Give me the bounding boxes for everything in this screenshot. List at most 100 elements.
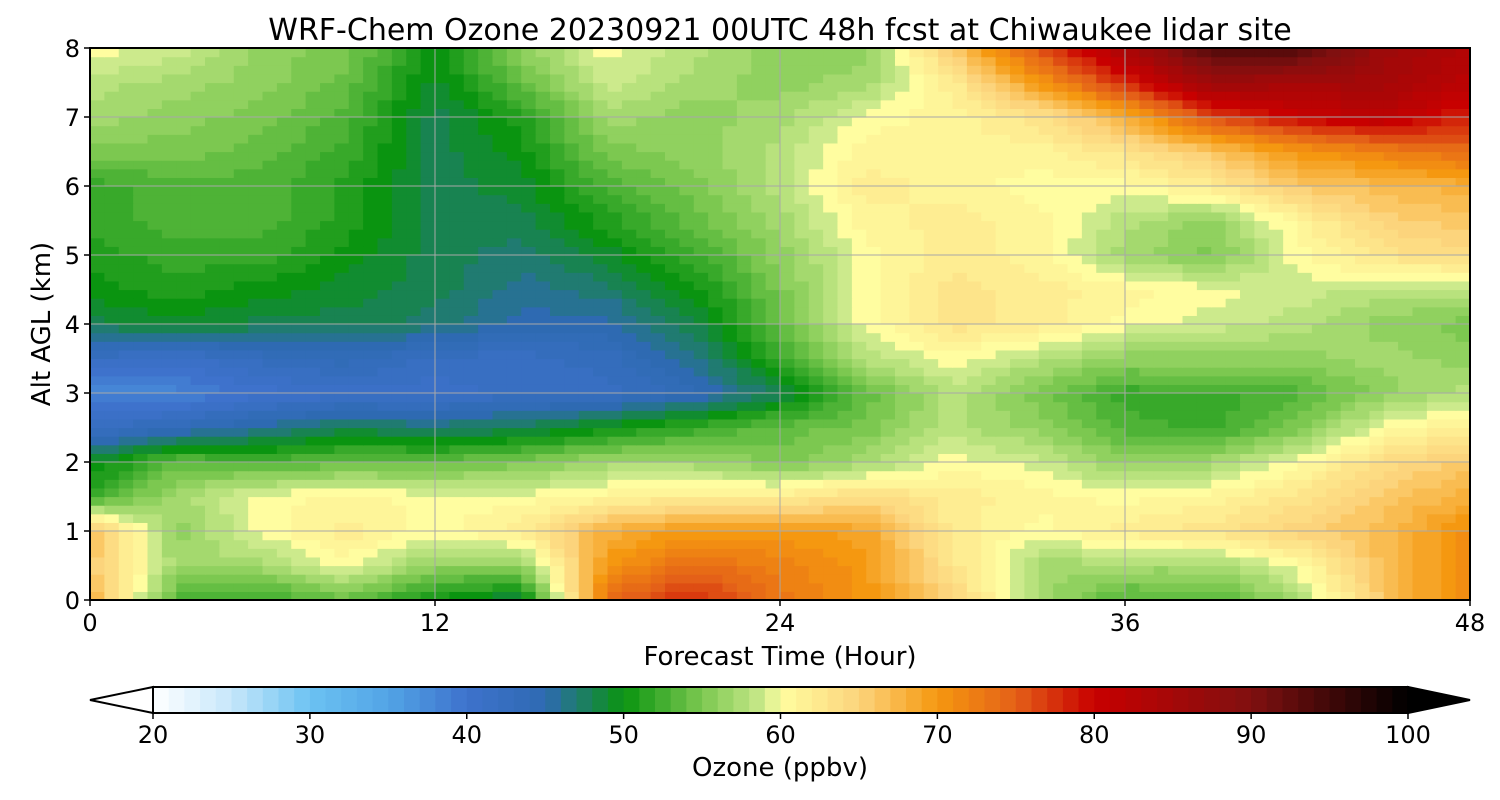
heatmap-cell [449, 280, 465, 291]
heatmap-cell [923, 237, 939, 247]
heatmap-cell [880, 168, 896, 178]
heatmap-cell [1125, 436, 1140, 446]
heatmap-cell [435, 393, 450, 403]
heatmap-cell [693, 505, 709, 515]
heatmap-cell [492, 531, 508, 541]
heatmap-cell [665, 324, 680, 334]
heatmap-cell [420, 255, 436, 265]
heatmap-cell [693, 591, 709, 601]
heatmap-cell [118, 393, 134, 403]
heatmap-cell [205, 194, 220, 204]
heatmap-cell [276, 255, 292, 265]
heatmap-cell [492, 462, 508, 472]
heatmap-cell [837, 194, 853, 204]
heatmap-cell [1110, 522, 1126, 532]
heatmap-cell [1182, 427, 1198, 437]
heatmap-cell [1081, 237, 1097, 247]
heatmap-cell [1196, 531, 1212, 541]
heatmap-cell [190, 462, 206, 472]
heatmap-cell [607, 246, 623, 256]
heatmap-cell [233, 479, 249, 489]
heatmap-cell [895, 462, 910, 472]
heatmap-cell [118, 427, 134, 437]
heatmap-cell [463, 272, 479, 282]
heatmap-cell [851, 565, 867, 575]
heatmap-cell [564, 246, 580, 256]
heatmap-cell [1153, 487, 1169, 498]
heatmap-cell [478, 574, 494, 584]
heatmap-cell [133, 255, 149, 265]
heatmap-cell [1024, 168, 1040, 178]
heatmap-cell [1125, 367, 1140, 377]
heatmap-cell [535, 263, 551, 273]
heatmap-cell [348, 548, 364, 558]
heatmap-cell [1081, 255, 1097, 265]
heatmap-cell [751, 220, 767, 230]
heatmap-cell [276, 315, 292, 325]
heatmap-cell [104, 410, 120, 420]
heatmap-cell [1168, 591, 1184, 601]
heatmap-cell [952, 436, 968, 446]
heatmap-cell [679, 470, 695, 480]
heatmap-cell [995, 427, 1011, 437]
heatmap-cell [1426, 203, 1442, 213]
heatmap-cell [449, 186, 465, 196]
heatmap-cell [435, 272, 450, 282]
heatmap-cell [794, 298, 810, 308]
heatmap-cell [1067, 349, 1083, 360]
heatmap-cell [248, 531, 264, 541]
heatmap-cell [679, 496, 695, 506]
heatmap-cell [1110, 255, 1126, 265]
heatmap-cell [133, 168, 149, 178]
heatmap-cell [1412, 410, 1428, 420]
heatmap-cell [564, 436, 580, 446]
heatmap-cell [305, 513, 321, 523]
heatmap-cell [1096, 315, 1112, 325]
heatmap-cell [1455, 556, 1471, 567]
heatmap-cell [1355, 358, 1370, 368]
heatmap-cell [765, 367, 781, 377]
heatmap-cell [449, 263, 465, 273]
heatmap-cell [909, 341, 925, 351]
heatmap-cell [938, 591, 954, 601]
heatmap-cell [1455, 211, 1471, 222]
heatmap-cell [1010, 220, 1025, 230]
heatmap-cell [895, 436, 910, 446]
heatmap-cell [1096, 427, 1112, 437]
heatmap-cell [521, 160, 537, 170]
heatmap-cell [391, 349, 407, 360]
heatmap-cell [449, 255, 465, 265]
heatmap-cell [1182, 548, 1198, 558]
heatmap-cell [348, 522, 364, 532]
heatmap-cell [205, 513, 220, 523]
heatmap-cell [176, 186, 192, 196]
heatmap-cell [291, 427, 307, 437]
heatmap-cell [923, 462, 939, 472]
heatmap-cell [966, 539, 982, 549]
heatmap-cell [794, 160, 810, 170]
heatmap-cell [1326, 272, 1342, 282]
heatmap-cell [1081, 522, 1097, 532]
heatmap-cell [1081, 177, 1097, 187]
heatmap-cell [1283, 211, 1299, 222]
heatmap-cell [406, 341, 422, 351]
heatmap-cell [851, 341, 867, 351]
heatmap-cell [1340, 582, 1356, 592]
heatmap-cell [823, 410, 839, 420]
heatmap-cell [463, 349, 479, 360]
heatmap-cell [1426, 375, 1442, 385]
heatmap-cell [794, 203, 810, 213]
heatmap-cell [1441, 462, 1457, 472]
heatmap-cell [133, 349, 149, 360]
heatmap-cell [1024, 272, 1040, 282]
heatmap-cell [1211, 349, 1227, 360]
heatmap-cell [1024, 548, 1040, 558]
heatmap-cell [363, 229, 379, 239]
heatmap-cell [334, 470, 350, 480]
heatmap-cell [1168, 177, 1184, 187]
heatmap-cell [435, 298, 450, 308]
heatmap-cell [1067, 358, 1083, 368]
heatmap-cell [233, 315, 249, 325]
heatmap-cell [190, 367, 206, 377]
heatmap-cell [794, 436, 810, 446]
